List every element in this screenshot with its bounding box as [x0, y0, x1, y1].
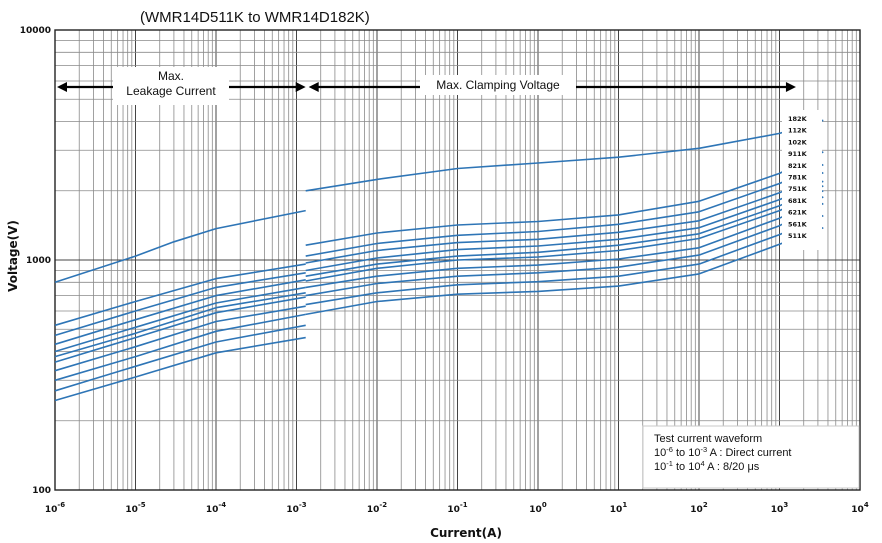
legend: 182K 112K 102K 911K 821K 781K 751K 681K 621K 561K… — [788, 115, 808, 240]
series-line-911k-leakage — [54, 279, 306, 346]
series-line-821k-clamping — [305, 180, 824, 272]
series-line-781k-leakage — [54, 292, 306, 358]
x-tick-label: 10-5 — [125, 501, 145, 515]
x-tick-label: 103 — [771, 501, 789, 515]
series-line-511k-leakage — [54, 336, 306, 402]
x-tick-label: 102 — [690, 501, 708, 515]
plot-grid — [54, 30, 860, 491]
arrow-head — [295, 82, 306, 92]
series-line-561k-clamping — [305, 214, 824, 306]
legend-item: 561K — [788, 220, 808, 228]
legend-item: 511K — [788, 232, 808, 240]
series-line-561k-leakage — [54, 324, 306, 392]
series-line-102k-clamping — [305, 163, 824, 257]
y-axis-label: Voltage(V) — [6, 220, 20, 292]
region-annotations: Max.Leakage Current Max. Clamping Voltage — [57, 67, 796, 105]
series-line-182k-leakage — [54, 209, 306, 284]
x-tick-label: 10-3 — [286, 501, 306, 515]
y-tick-label: 10000 — [20, 26, 51, 36]
leakage-label-bg — [113, 67, 229, 105]
legend-item: 751K — [788, 185, 808, 193]
x-tick-label: 10-1 — [447, 501, 467, 515]
clamping-label: Max. Clamping Voltage — [436, 78, 560, 92]
series-line-781k-clamping — [305, 185, 824, 277]
series-line-112k-clamping — [305, 151, 824, 246]
arrow-head — [308, 82, 319, 92]
series-line-681k-clamping — [305, 196, 824, 289]
x-tick-label: 101 — [610, 501, 628, 515]
series-line-102k-leakage — [54, 272, 306, 337]
series-line-621k-clamping — [305, 202, 824, 297]
legend-box — [782, 110, 822, 250]
series-line-112k-leakage — [54, 263, 306, 327]
series-line-751k-leakage — [54, 296, 306, 363]
series-line-751k-clamping — [305, 190, 824, 282]
legend-item: 821K — [788, 162, 808, 170]
arrow-head — [57, 82, 67, 92]
note-line: Test current waveform — [654, 433, 762, 445]
series-lines — [54, 119, 824, 402]
series-line-911k-clamping — [305, 171, 824, 264]
note-line: 10-6 to 10-3 A : Direct current — [654, 445, 792, 460]
legend-item: 182K — [788, 115, 808, 123]
series-line-511k-clamping — [305, 227, 824, 316]
legend-item: 621K — [788, 209, 808, 217]
leakage-label: Max. — [158, 69, 184, 83]
clamping-label-bg — [420, 75, 576, 95]
x-tick-label: 104 — [851, 501, 869, 515]
chart-title: (WMR14D511K to WMR14D182K) — [140, 9, 370, 26]
note-box — [642, 425, 860, 489]
series-line-681k-leakage — [54, 305, 306, 372]
legend-item: 112K — [788, 127, 808, 135]
series-line-621k-leakage — [54, 313, 306, 382]
legend-item: 681K — [788, 197, 808, 205]
x-tick-label: 100 — [529, 501, 547, 515]
leakage-label: Leakage Current — [126, 84, 216, 98]
x-tick-label: 10-2 — [367, 501, 387, 515]
arrow-head — [785, 82, 796, 92]
legend-item: 102K — [788, 138, 808, 146]
y-tick-label: 100 — [32, 486, 51, 496]
series-line-182k-clamping — [305, 119, 824, 192]
plot-frame — [54, 29, 861, 491]
y-tick-label: 1000 — [26, 256, 51, 266]
x-axis-label: Current(A) — [430, 526, 502, 540]
legend-item: 781K — [788, 174, 808, 182]
x-tick-label: 10-4 — [206, 501, 226, 515]
x-tick-labels: 10-6 10-5 10-4 10-3 10-2 10-1 100 101 102 103 104 — [45, 501, 869, 515]
x-tick-label: 10-6 — [45, 501, 65, 515]
legend-item: 911K — [788, 150, 808, 158]
note-line: 10-1 to 104 A : 8/20 μs — [654, 459, 760, 474]
series-line-821k-leakage — [54, 286, 306, 353]
y-tick-labels: 10000 1000 100 — [20, 26, 51, 496]
